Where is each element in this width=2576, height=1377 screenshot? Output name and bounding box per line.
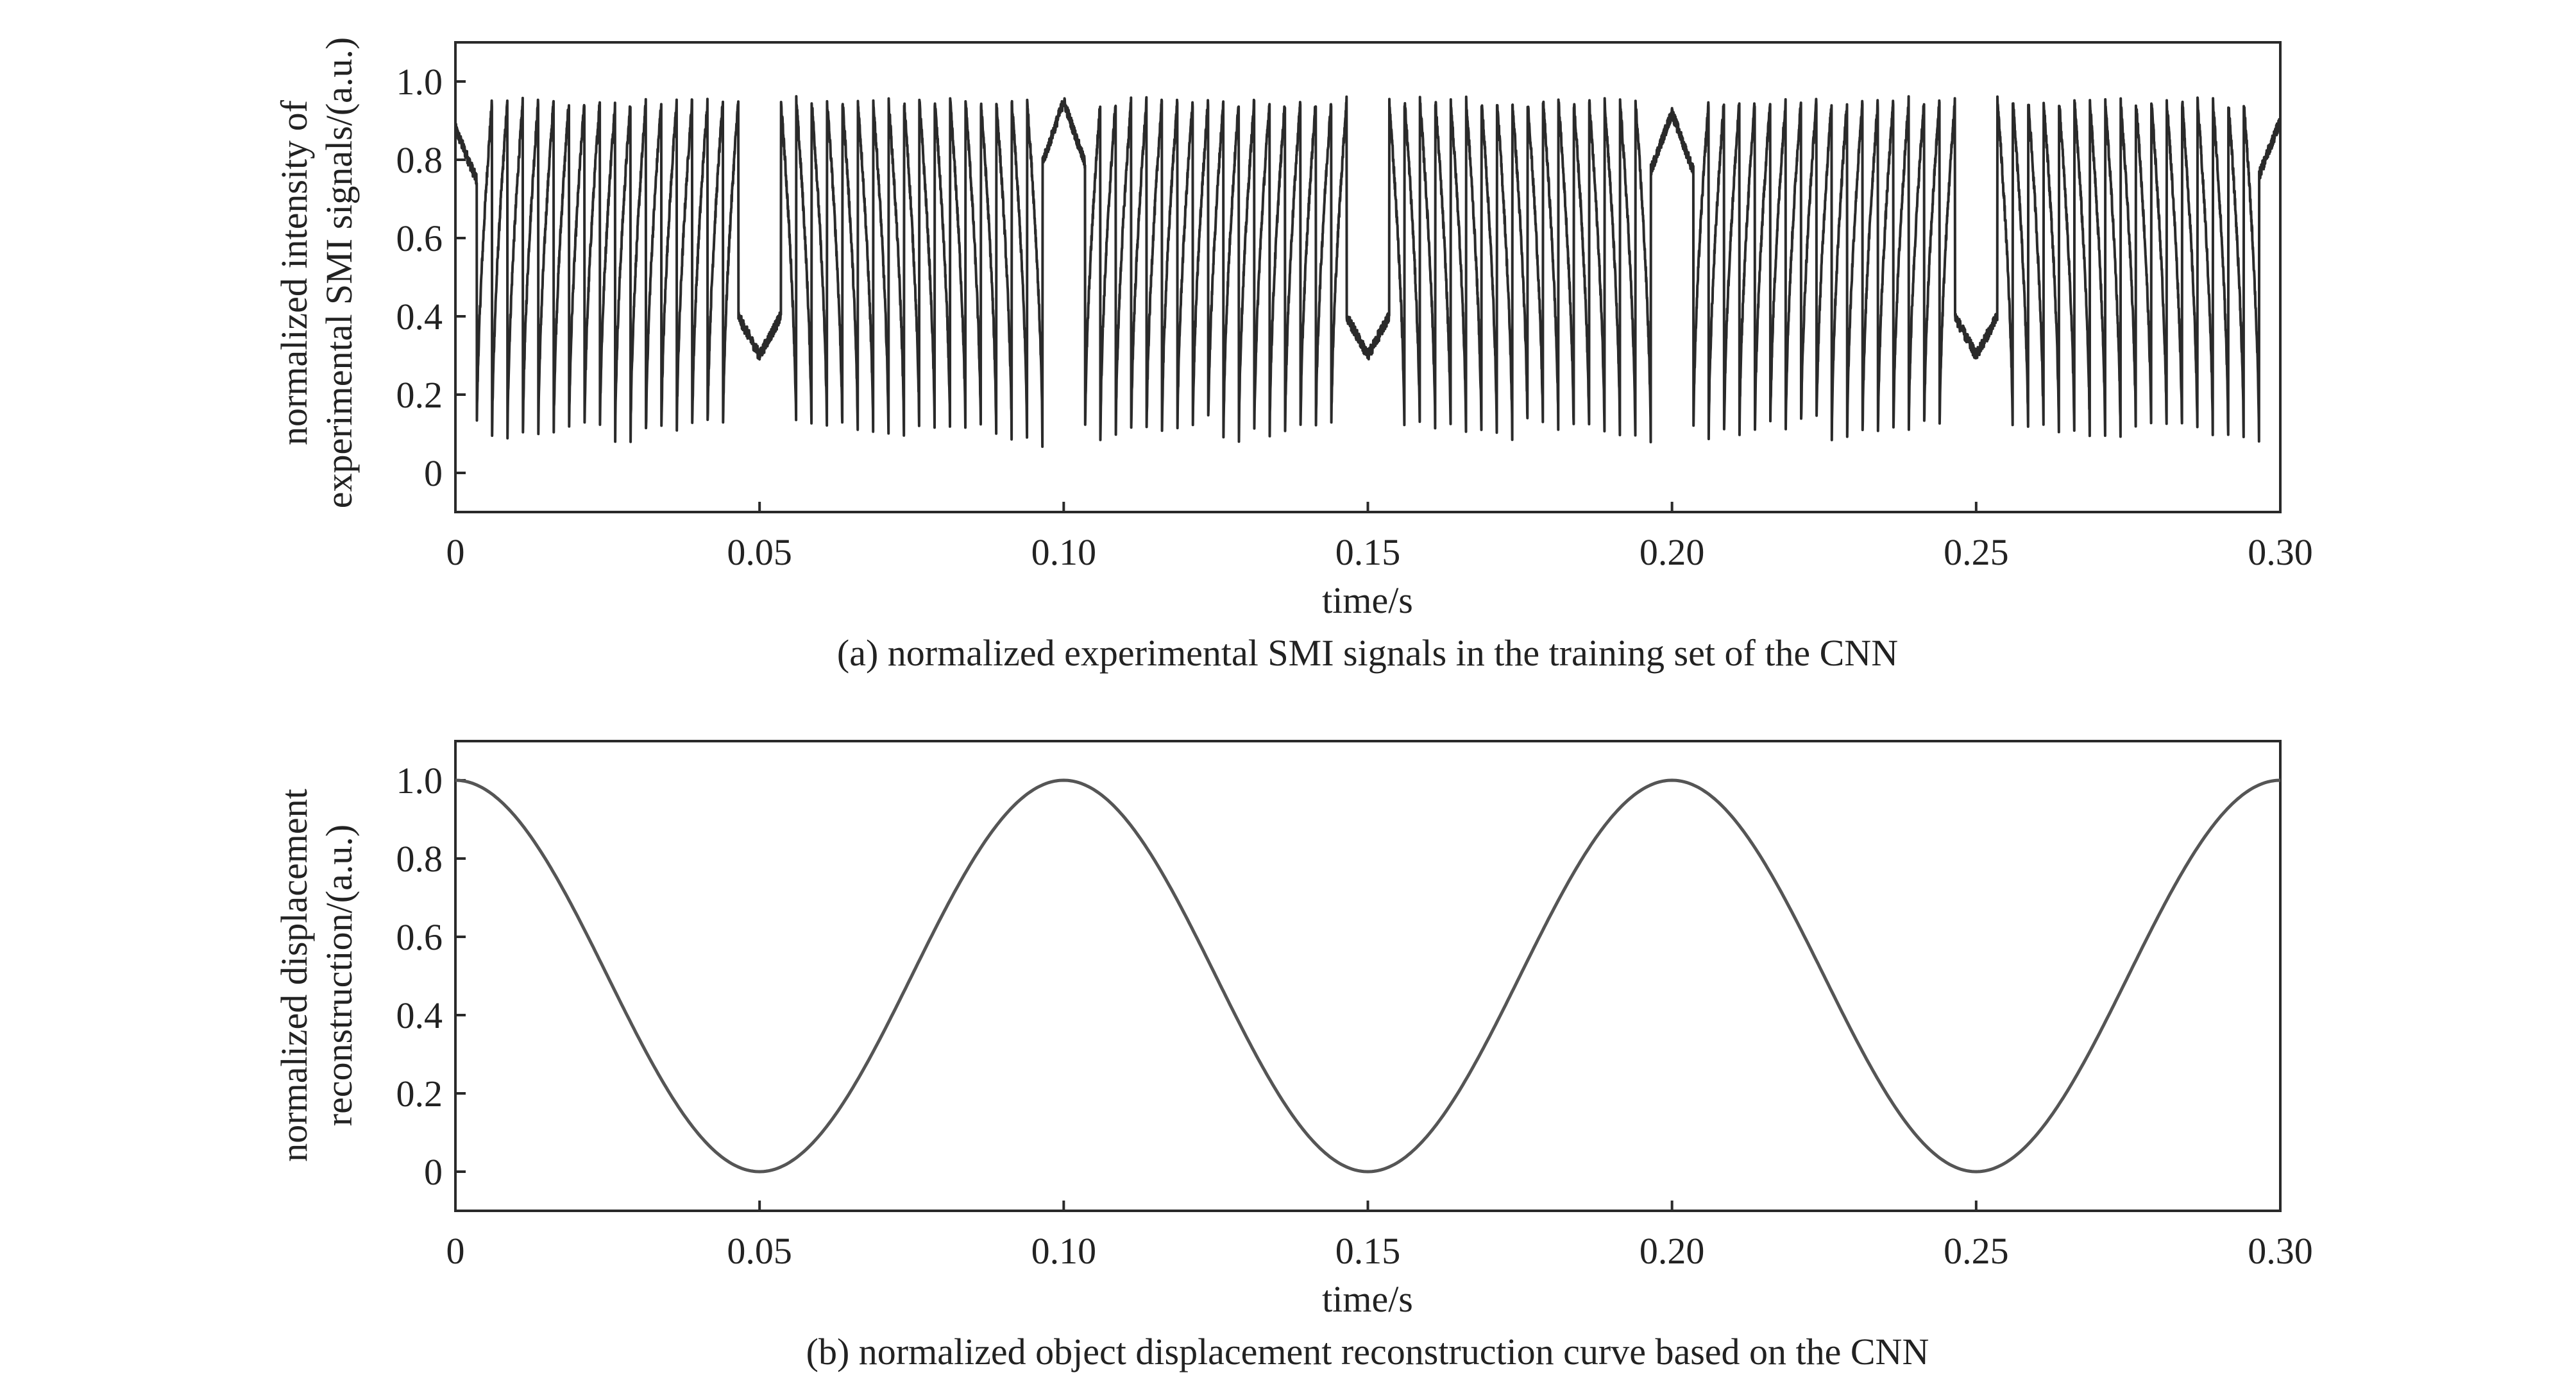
x-tick-label: 0.30 — [2248, 1230, 2313, 1272]
x-tick-label: 0.15 — [1335, 531, 1401, 573]
x-tick-label: 0 — [446, 531, 465, 573]
x-tick-label: 0.20 — [1640, 531, 1705, 573]
chart-panel-b: normalized displacement reconstruction/(… — [273, 740, 2313, 1373]
plot-frame-b — [454, 740, 2282, 1212]
x-tick-label: 0.20 — [1640, 1230, 1705, 1272]
y-tick-label: 0.4 — [396, 995, 443, 1036]
x-ticks-a: 0 0.05 0.10 0.15 0.20 0.25 0.30 — [446, 502, 2313, 573]
y-axis-label-a-line2: experimental SMI signals/(a.u.) — [318, 37, 360, 509]
x-tick-label: 0.30 — [2248, 531, 2313, 573]
y-tick-label: 0 — [424, 452, 443, 494]
x-tick-label: 0.25 — [1944, 1230, 2009, 1272]
y-tick-label: 1.0 — [396, 760, 443, 801]
y-tick-label: 0.2 — [396, 374, 443, 416]
y-tick-label: 0.4 — [396, 296, 443, 338]
plot-frame-a — [454, 41, 2282, 513]
caption-b: (b) normalized object displacement recon… — [806, 1331, 1929, 1373]
y-axis-label-a-line1: normalized intensity of — [273, 99, 315, 445]
y-ticks-b: 0 0.2 0.4 0.6 0.8 1.0 — [396, 760, 466, 1193]
x-tick-label: 0.05 — [727, 531, 792, 573]
y-tick-label: 0.8 — [396, 838, 443, 880]
chart-panel-a: normalized intensity of experimental SMI… — [273, 37, 2313, 674]
x-axis-label-b: time/s — [1322, 1278, 1413, 1320]
x-tick-label: 0.10 — [1031, 531, 1097, 573]
smi-signal-line — [454, 95, 2282, 449]
x-tick-label: 0 — [446, 1230, 465, 1272]
y-axis-label-b-line2: reconstruction/(a.u.) — [318, 825, 360, 1126]
x-tick-label: 0.05 — [727, 1230, 792, 1272]
y-tick-label: 0.6 — [396, 916, 443, 958]
displacement-curve-line — [455, 778, 2281, 1174]
caption-a: (a) normalized experimental SMI signals … — [837, 632, 1898, 674]
x-tick-label: 0.25 — [1944, 531, 2009, 573]
y-tick-label: 0.8 — [396, 139, 443, 181]
y-ticks-a: 0 0.2 0.4 0.6 0.8 1.0 — [396, 61, 466, 494]
y-axis-label-b-line1: normalized displacement — [273, 789, 315, 1161]
y-tick-label: 1.0 — [396, 61, 443, 103]
x-tick-label: 0.15 — [1335, 1230, 1401, 1272]
x-tick-label: 0.10 — [1031, 1230, 1097, 1272]
x-ticks-b: 0 0.05 0.10 0.15 0.20 0.25 0.30 — [446, 1201, 2313, 1272]
y-tick-label: 0.6 — [396, 218, 443, 259]
y-tick-label: 0.2 — [396, 1073, 443, 1115]
y-tick-label: 0 — [424, 1151, 443, 1193]
x-axis-label-a: time/s — [1322, 579, 1413, 621]
